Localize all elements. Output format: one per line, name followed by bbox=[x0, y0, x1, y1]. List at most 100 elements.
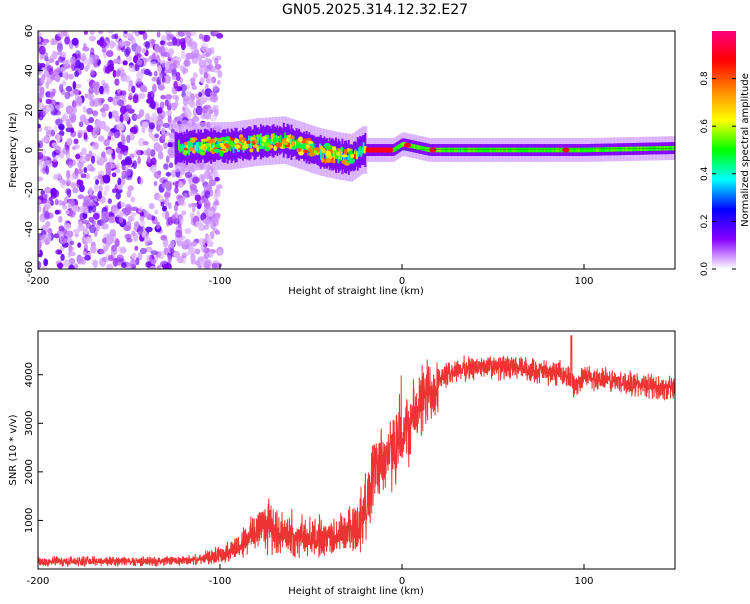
spectrogram-noise-blob bbox=[138, 177, 144, 185]
spectrogram-noise-blob bbox=[108, 157, 115, 165]
spectrogram-noise-blob bbox=[145, 41, 150, 49]
spectrogram-noise-blob bbox=[91, 260, 97, 266]
spectrogram-noise-blob bbox=[57, 55, 66, 63]
spectrogram-noise-blob bbox=[53, 124, 58, 133]
spectrogram-band-core bbox=[403, 142, 405, 147]
spectrogram-band-core bbox=[193, 142, 196, 148]
spectrogram-noise-blob bbox=[163, 163, 169, 170]
spectrogram-noise-blob bbox=[137, 252, 143, 261]
spectrogram-noise-blob bbox=[115, 191, 121, 200]
spectrogram-noise-blob bbox=[136, 71, 144, 81]
spectrogram-noise-blob bbox=[52, 157, 58, 162]
spectrogram-band-core bbox=[320, 150, 322, 160]
spectrogram-noise-blob bbox=[129, 126, 138, 135]
spectrogram-noise-blob bbox=[173, 80, 178, 89]
spectrogram-band-core bbox=[514, 147, 517, 153]
spectrogram-band-core bbox=[467, 147, 470, 153]
spectrogram-band-speckle bbox=[182, 150, 188, 156]
spectrogram-noise-blob bbox=[92, 212, 100, 220]
spectrogram-band-speckle bbox=[246, 140, 251, 144]
spectrogram-noise-blob bbox=[59, 83, 64, 93]
spectrogram-band-core bbox=[546, 147, 548, 153]
spectrogram-band-speckle bbox=[270, 133, 275, 139]
spectrogram-noise-blob bbox=[129, 259, 137, 268]
spectrogram-band-core bbox=[559, 147, 561, 153]
spectrogram-noise-blob bbox=[56, 173, 62, 179]
spectrogram-band-core bbox=[309, 141, 311, 150]
spectrogram-noise-blob bbox=[117, 202, 121, 210]
spectrogram-band-speckle bbox=[298, 136, 303, 142]
spectrogram-band-core bbox=[515, 147, 518, 153]
spectrogram-band-core bbox=[494, 147, 497, 153]
spectrogram-band-speckle bbox=[303, 150, 309, 153]
spectrogram-band-speckle bbox=[332, 146, 337, 152]
spectrogram-band-core bbox=[363, 146, 366, 154]
spectrogram-noise-blob bbox=[193, 72, 197, 79]
spectrogram-noise-blob bbox=[77, 160, 84, 169]
spectrogram-band-core bbox=[476, 147, 479, 153]
spectrogram-band-speckle bbox=[341, 154, 348, 158]
spectrogram-band-core bbox=[488, 147, 491, 153]
spectrogram-band-core bbox=[397, 144, 400, 150]
spectrogram-band-core bbox=[580, 147, 582, 153]
spectrogram-noise-blob bbox=[169, 63, 177, 70]
spectrogram-noise-blob bbox=[77, 242, 82, 248]
spectrogram-noise-blob bbox=[152, 83, 157, 93]
spectrogram-band-core bbox=[599, 147, 602, 152]
spectrogram-noise-blob bbox=[189, 241, 198, 247]
spectrogram-noise-blob bbox=[77, 179, 84, 186]
spectrogram-noise-blob bbox=[107, 254, 114, 262]
spectrogram-noise-blob bbox=[203, 34, 211, 42]
spectrogram-band-core bbox=[524, 147, 527, 153]
spectrogram-noise-blob bbox=[74, 167, 79, 176]
spectrogram-noise-blob bbox=[119, 211, 124, 218]
spectrogram-band-speckle bbox=[262, 137, 267, 143]
spectrogram-band-speckle bbox=[267, 139, 271, 143]
spectrogram-band-core bbox=[480, 147, 483, 153]
spectrogram-noise-blob bbox=[217, 70, 223, 79]
spectrogram-noise-blob bbox=[38, 140, 44, 149]
spectrogram-band-core bbox=[619, 147, 622, 152]
spectrogram-noise-blob bbox=[116, 261, 122, 266]
spectrogram-noise-blob bbox=[77, 129, 83, 138]
spectrogram-band-core bbox=[572, 147, 575, 153]
spectrogram-noise-blob bbox=[204, 52, 211, 57]
spectrogram-band-core bbox=[478, 147, 481, 153]
spectrogram-noise-blob bbox=[194, 248, 201, 255]
spectrogram-band-core bbox=[360, 149, 363, 157]
spectrogram-band-core bbox=[560, 147, 563, 153]
spectrogram-band-core bbox=[593, 147, 595, 152]
spectrogram-noise-blob bbox=[51, 50, 58, 60]
spectrogram-noise-blob bbox=[207, 210, 214, 217]
spectrogram-band-core bbox=[423, 146, 426, 151]
spectrogram-band-core bbox=[196, 142, 199, 153]
spectrogram-noise-blob bbox=[147, 261, 152, 268]
spectrogram-noise-blob bbox=[194, 194, 202, 202]
spectrogram-noise-blob bbox=[127, 185, 134, 192]
spectrogram-noise-blob bbox=[118, 59, 123, 65]
spectrogram-band-core bbox=[571, 147, 574, 153]
spectrogram-noise-blob bbox=[49, 92, 54, 99]
spectrogram-noise-blob bbox=[164, 61, 169, 70]
spectrogram-noise-blob bbox=[195, 221, 202, 227]
spectrogram-band-core bbox=[399, 143, 402, 148]
spectrogram-noise-blob bbox=[199, 76, 205, 84]
snr-y-tick-label: 1000 bbox=[24, 508, 35, 533]
spectrogram-noise-blob bbox=[142, 32, 148, 41]
spectrogram-band-core bbox=[542, 147, 545, 153]
spectrogram-band-core bbox=[589, 147, 592, 153]
spectrogram-band-core bbox=[621, 147, 624, 152]
spectrogram-noise-blob bbox=[105, 167, 111, 176]
spectrogram-band-core bbox=[463, 147, 465, 153]
spectrogram-band-core bbox=[531, 147, 534, 153]
spectrogram-noise-blob bbox=[65, 209, 70, 215]
spectrogram-noise-blob bbox=[124, 156, 132, 163]
colorbar-tick-label: 0.0 bbox=[700, 262, 710, 277]
spectrogram-noise-blob bbox=[154, 209, 159, 215]
spectrogram-noise-blob bbox=[142, 141, 149, 146]
spectrogram-noise-blob bbox=[208, 79, 214, 84]
spectrogram-band-core bbox=[312, 142, 315, 155]
spectrogram-band-core bbox=[194, 145, 197, 150]
spectrogram-noise-blob bbox=[217, 249, 222, 256]
colorbar-ticks: 0.0 0.2 0.4 0.6 0.8 bbox=[700, 71, 736, 276]
